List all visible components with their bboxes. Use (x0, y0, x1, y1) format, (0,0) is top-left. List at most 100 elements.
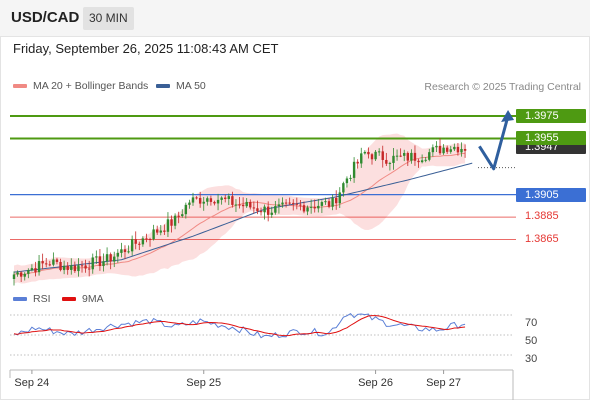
candle-body (23, 273, 26, 277)
candle-body (295, 203, 299, 205)
candle-body (191, 197, 195, 203)
candle-body (410, 152, 413, 161)
candle-body (152, 229, 155, 240)
legend-rsi-swatch (13, 297, 27, 302)
legend-rsi-ma-label: 9MA (82, 293, 104, 305)
legend-rsi: RSI (13, 293, 51, 305)
candle-body (123, 249, 127, 253)
candle-body (292, 202, 295, 204)
candle-body (84, 265, 87, 269)
candles-layer (12, 138, 467, 286)
candle-body (338, 192, 341, 204)
candle-body (134, 239, 137, 244)
candle-body (95, 256, 98, 258)
candle-body (309, 206, 313, 208)
forecast-layer (478, 109, 515, 171)
candle-body (367, 151, 370, 155)
candle-body (356, 161, 359, 164)
candle-body (59, 261, 62, 271)
candle-body (41, 261, 44, 264)
candle-body (45, 263, 48, 265)
symbol-title: USD/CAD (11, 9, 80, 26)
candle-body (224, 197, 227, 199)
candle-body (184, 204, 188, 215)
candle-body (324, 201, 327, 203)
levels-layer (10, 114, 516, 241)
legend-rsi-label: RSI (33, 293, 51, 305)
candle-body (377, 151, 381, 153)
candle-body (195, 197, 198, 199)
legend-ma20-bollinger: MA 20 + Bollinger Bands (13, 80, 148, 92)
candle-body (431, 147, 435, 153)
legend-ma20-swatch (13, 84, 27, 89)
timeframe-button[interactable]: 30 MIN (83, 7, 134, 30)
candle-body (417, 160, 420, 163)
candle-body (259, 211, 263, 213)
candle-body (413, 152, 417, 161)
candle-body (266, 206, 270, 215)
candle-body (360, 153, 363, 164)
candle-body (159, 230, 162, 233)
level-label-pivot: 1.3905 (516, 187, 586, 202)
datetime-label: Friday, September 26, 2025 11:08:43 AM C… (13, 41, 279, 56)
candle-body (363, 151, 367, 154)
candle-body (198, 197, 202, 204)
candle-body (109, 254, 112, 262)
candle-body (420, 160, 424, 163)
candle-body (302, 205, 306, 212)
rsi-ma-line (13, 315, 466, 337)
bollinger-band-layer (14, 133, 466, 284)
candle-body (313, 206, 316, 209)
candle-body (424, 159, 427, 161)
x-label-sep-24: Sep 24 (14, 377, 50, 389)
x-axis-layer (9, 369, 514, 400)
level-label-support-2: 1.3865 (525, 232, 559, 245)
candle-body (234, 204, 238, 206)
legend-ma50: MA 50 (156, 80, 206, 92)
candle-body (345, 178, 349, 184)
candle-body (148, 239, 152, 241)
candle-body (306, 207, 309, 212)
candle-body (12, 274, 16, 279)
candle-body (331, 197, 334, 207)
candle-body (299, 204, 302, 206)
candle-body (349, 177, 352, 179)
candle-body (34, 268, 37, 273)
level-label-resistance-1: 1.3955 (516, 131, 586, 146)
forecast-arrow-line (478, 115, 510, 171)
candle-body (130, 239, 134, 252)
level-label-support-1: 1.3885 (525, 210, 559, 223)
candle-body (145, 238, 148, 240)
candle-body (116, 252, 120, 257)
candle-body (317, 205, 320, 209)
candle-body (392, 155, 395, 163)
candle-body (87, 268, 91, 270)
candle-body (270, 212, 273, 215)
x-label-sep-27: Sep 27 (426, 377, 461, 389)
candle-body (456, 146, 460, 153)
candle-body (342, 183, 345, 193)
candle-body (220, 197, 223, 200)
candle-body (445, 147, 449, 152)
candle-body (231, 196, 234, 205)
candle-body (320, 202, 324, 206)
candle-body (256, 208, 259, 212)
candle-body (249, 201, 252, 208)
candle-body (163, 230, 166, 232)
candle-body (62, 265, 66, 271)
legend-ma50-swatch (156, 84, 170, 89)
candle-body (105, 254, 109, 262)
candle-body (30, 268, 34, 271)
candle-body (77, 265, 80, 272)
candle-body (138, 243, 141, 245)
candle-body (263, 206, 266, 213)
candle-body (55, 259, 59, 262)
candle-body (113, 256, 116, 262)
candle-body (141, 238, 145, 245)
candle-body (438, 145, 442, 154)
forecast-arrow-head (501, 109, 515, 122)
candle-body (166, 219, 170, 232)
candle-body (16, 272, 19, 275)
legend-ma20-label: MA 20 + Bollinger Bands (33, 80, 149, 92)
